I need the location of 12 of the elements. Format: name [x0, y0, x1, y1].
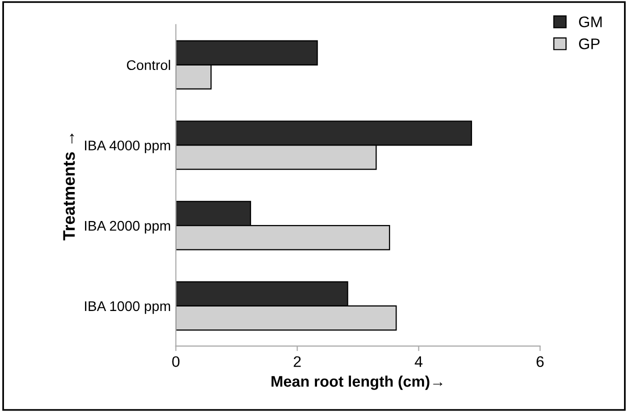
y-tick-label: IBA 2000 ppm	[85, 220, 170, 234]
x-axis-title: Mean root length (cm)→	[272, 376, 442, 390]
x-tick-label: 0	[172, 356, 180, 368]
x-tick-label: 4	[414, 356, 422, 367]
y-tick-label: IBA 4000 ppm	[85, 140, 170, 154]
legend-label: GM	[579, 16, 602, 28]
legend-label: GP	[579, 38, 600, 50]
y-axis-title: Treatments →	[63, 134, 75, 240]
x-tick-label: 6	[536, 356, 544, 368]
x-tick-label: 2	[294, 356, 301, 367]
y-tick-label: IBA 1000 ppm	[85, 301, 170, 314]
y-tick-label: Control	[126, 60, 170, 70]
